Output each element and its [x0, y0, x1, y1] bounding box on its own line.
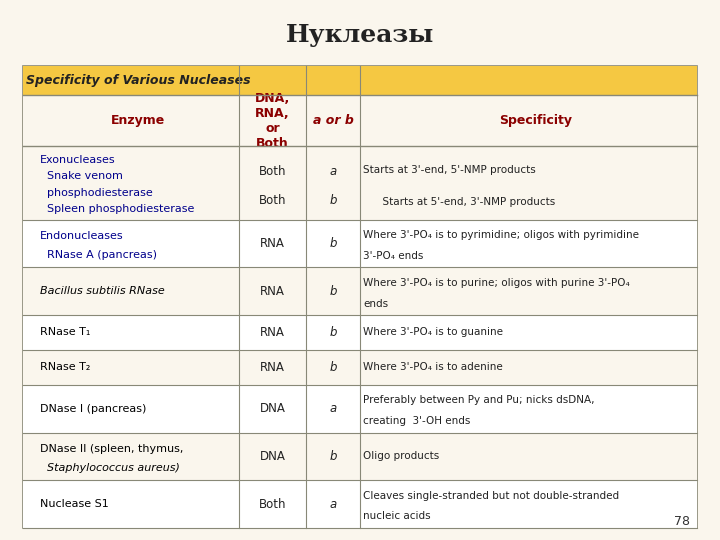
Text: Нуклеазы: Нуклеазы [286, 23, 434, 47]
Text: DNA: DNA [259, 450, 285, 463]
Text: Preferably between Py and Pu; nicks dsDNA,: Preferably between Py and Pu; nicks dsDN… [364, 395, 595, 406]
Text: b: b [329, 450, 337, 463]
Text: Starts at 3'-end, 5'-NMP products: Starts at 3'-end, 5'-NMP products [364, 165, 536, 176]
Text: RNA: RNA [260, 285, 285, 298]
Text: DNase II (spleen, thymus,: DNase II (spleen, thymus, [40, 444, 183, 454]
FancyBboxPatch shape [23, 433, 697, 480]
Text: Where 3'-PO₄ is to guanine: Where 3'-PO₄ is to guanine [364, 327, 503, 338]
Text: RNase T₁: RNase T₁ [40, 327, 90, 338]
Text: a: a [330, 402, 337, 415]
Text: RNase T₂: RNase T₂ [40, 362, 90, 373]
FancyBboxPatch shape [23, 315, 697, 350]
Text: Endonucleases: Endonucleases [40, 231, 123, 241]
Text: Exonucleases: Exonucleases [40, 155, 115, 165]
Text: a: a [330, 497, 337, 510]
Text: Both: Both [258, 165, 286, 178]
Text: Bacillus subtilis RNase: Bacillus subtilis RNase [40, 286, 164, 296]
Text: ends: ends [364, 299, 389, 308]
Text: creating  3'-OH ends: creating 3'-OH ends [364, 416, 471, 426]
Text: DNA: DNA [259, 402, 285, 415]
Text: RNA: RNA [260, 326, 285, 339]
FancyBboxPatch shape [23, 220, 697, 267]
Text: Oligo products: Oligo products [364, 451, 440, 461]
Text: 78: 78 [674, 515, 690, 528]
Text: b: b [329, 194, 337, 207]
Text: DNA,
RNA,
or
Both: DNA, RNA, or Both [255, 92, 290, 150]
Text: Nuclease S1: Nuclease S1 [40, 499, 109, 509]
Text: DNase I (pancreas): DNase I (pancreas) [40, 404, 146, 414]
Text: RNA: RNA [260, 237, 285, 250]
Text: Endonucleases: Endonucleases [40, 231, 123, 241]
Text: b: b [329, 285, 337, 298]
Text: a: a [330, 165, 337, 178]
FancyBboxPatch shape [23, 480, 697, 528]
Text: Spleen phosphodiesterase: Spleen phosphodiesterase [40, 204, 194, 214]
Text: Starts at 5'-end, 3'-NMP products: Starts at 5'-end, 3'-NMP products [364, 197, 556, 207]
Text: Exonucleases: Exonucleases [40, 155, 115, 165]
Text: Specificity: Specificity [499, 114, 572, 127]
Text: Enzyme: Enzyme [110, 114, 165, 127]
FancyBboxPatch shape [23, 146, 697, 220]
Text: Both: Both [258, 497, 286, 510]
FancyBboxPatch shape [23, 350, 697, 385]
Text: Cleaves single-stranded but not double-stranded: Cleaves single-stranded but not double-s… [364, 491, 619, 501]
Text: b: b [329, 237, 337, 250]
Text: RNase A (pancreas): RNase A (pancreas) [40, 250, 157, 260]
Text: Both: Both [258, 194, 286, 207]
Text: Specificity of Various Nucleases: Specificity of Various Nucleases [26, 74, 251, 87]
Text: Snake venom: Snake venom [40, 172, 122, 181]
Text: a or b: a or b [312, 114, 354, 127]
FancyBboxPatch shape [23, 96, 697, 146]
FancyBboxPatch shape [23, 66, 697, 96]
Text: 3'-PO₄ ends: 3'-PO₄ ends [364, 251, 424, 261]
FancyBboxPatch shape [23, 267, 697, 315]
Text: phosphodiesterase: phosphodiesterase [40, 188, 153, 198]
Text: Staphylococcus aureus): Staphylococcus aureus) [40, 463, 179, 473]
Text: b: b [329, 361, 337, 374]
FancyBboxPatch shape [23, 66, 697, 528]
Text: b: b [329, 326, 337, 339]
Text: Where 3'-PO₄ is to adenine: Where 3'-PO₄ is to adenine [364, 362, 503, 373]
Text: Where 3'-PO₄ is to pyrimidine; oligos with pyrimidine: Where 3'-PO₄ is to pyrimidine; oligos wi… [364, 230, 639, 240]
Text: RNA: RNA [260, 361, 285, 374]
Text: nucleic acids: nucleic acids [364, 511, 431, 522]
Text: Where 3'-PO₄ is to purine; oligos with purine 3'-PO₄: Where 3'-PO₄ is to purine; oligos with p… [364, 278, 630, 288]
FancyBboxPatch shape [23, 385, 697, 433]
